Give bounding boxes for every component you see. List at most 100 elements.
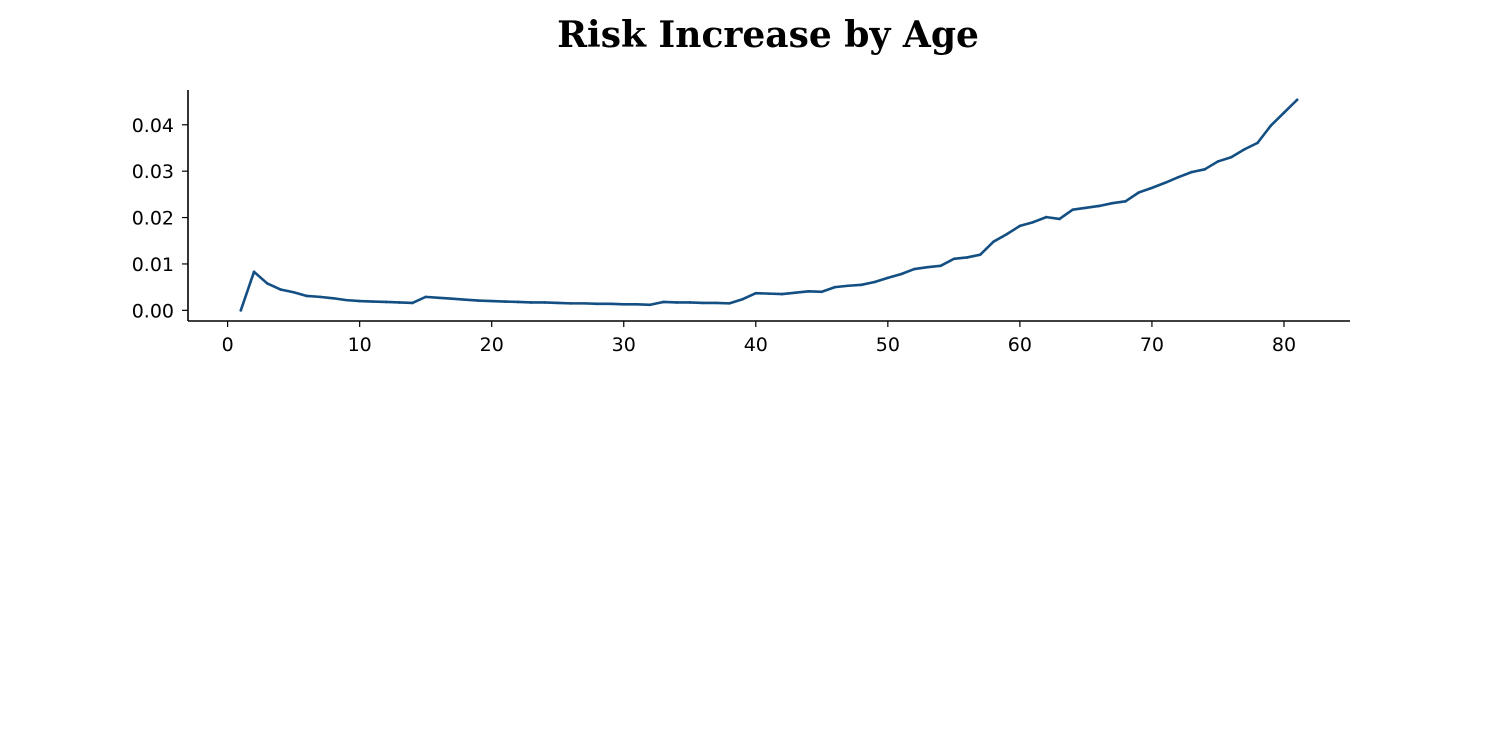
data-point (1177, 175, 1180, 179)
data-point (820, 290, 824, 294)
series-layer (239, 98, 1299, 312)
data-point (239, 309, 243, 312)
x-axis-ticks: 0 10 20 30 40 50 60 70 80 (222, 321, 1296, 356)
x-tick-label: 30 (612, 334, 636, 356)
data-point (569, 302, 573, 305)
data-point (1111, 201, 1114, 205)
data-point (780, 292, 784, 296)
data-point (437, 296, 441, 300)
data-point (833, 285, 837, 289)
data-point (530, 301, 533, 304)
series-line (239, 98, 1299, 312)
data-point (1097, 204, 1101, 208)
data-point (556, 301, 560, 305)
data-point (371, 300, 375, 303)
data-point (1256, 141, 1259, 145)
data-point (952, 257, 956, 261)
data-point (965, 256, 969, 259)
data-point (582, 302, 586, 305)
x-tick-label: 40 (744, 334, 768, 356)
data-point (331, 296, 335, 300)
data-point (978, 253, 982, 256)
data-point (794, 291, 797, 295)
data-point (1084, 206, 1088, 210)
data-point (252, 270, 256, 274)
data-point (846, 284, 850, 288)
y-tick-label: 0.00 (132, 300, 174, 322)
data-point (1071, 208, 1075, 211)
data-point (596, 302, 599, 306)
data-point (292, 290, 295, 294)
y-axis-ticks: 0.00 0.01 0.02 0.03 0.04 (132, 115, 188, 322)
data-point (714, 301, 718, 305)
data-point (873, 280, 876, 284)
data-point (1229, 155, 1233, 159)
data-point (384, 300, 388, 304)
data-point (1150, 186, 1154, 190)
data-point (635, 303, 639, 306)
data-point (1044, 215, 1048, 219)
chart-title: Risk Increase by Age (557, 14, 979, 56)
data-point (860, 283, 863, 287)
data-point (609, 302, 612, 306)
y-tick-label: 0.03 (132, 161, 174, 183)
data-point (358, 299, 361, 303)
data-point (1005, 232, 1008, 236)
data-point (279, 288, 282, 291)
data-point (1058, 217, 1061, 221)
data-point (1216, 160, 1220, 163)
data-point (1269, 124, 1273, 128)
data-point (912, 267, 916, 271)
data-point (688, 301, 692, 304)
data-point (886, 276, 890, 280)
data-point (490, 299, 494, 303)
data-point (807, 290, 810, 293)
x-tick-label: 70 (1140, 334, 1164, 356)
data-point (648, 303, 652, 307)
data-point (767, 292, 771, 295)
data-point (345, 298, 348, 302)
data-point (728, 302, 731, 305)
data-point (1124, 200, 1127, 203)
data-point (411, 301, 414, 305)
data-point (1203, 168, 1207, 171)
data-point (1243, 148, 1246, 151)
y-tick-label: 0.04 (132, 115, 174, 137)
x-tick-label: 60 (1008, 334, 1032, 356)
data-point (450, 297, 454, 301)
data-point (1295, 98, 1299, 102)
x-tick-label: 50 (876, 334, 900, 356)
data-point (939, 264, 942, 268)
data-point (675, 301, 678, 304)
x-tick-label: 80 (1272, 334, 1296, 356)
data-point (463, 298, 467, 301)
data-point (543, 301, 546, 304)
data-point (265, 282, 269, 285)
data-point (424, 295, 427, 299)
data-point (662, 300, 665, 304)
data-point (397, 301, 401, 304)
data-point (1031, 220, 1035, 224)
x-tick-label: 0 (222, 334, 234, 356)
data-point (1190, 170, 1193, 174)
data-point (516, 300, 520, 304)
data-point (503, 300, 507, 303)
x-tick-label: 10 (348, 334, 372, 356)
x-tick-label: 20 (480, 334, 504, 356)
data-point (701, 301, 705, 305)
data-point (477, 299, 480, 302)
data-point (1163, 181, 1167, 185)
data-point (305, 294, 309, 298)
data-point (926, 265, 929, 269)
data-point (992, 240, 995, 243)
data-point (622, 303, 626, 306)
data-point (899, 272, 903, 276)
data-point (1018, 224, 1022, 228)
data-point (1282, 111, 1286, 115)
y-tick-label: 0.02 (132, 208, 174, 230)
y-tick-label: 0.01 (132, 254, 174, 276)
data-point (741, 297, 744, 301)
data-point (318, 295, 322, 299)
axes (187, 90, 1350, 322)
